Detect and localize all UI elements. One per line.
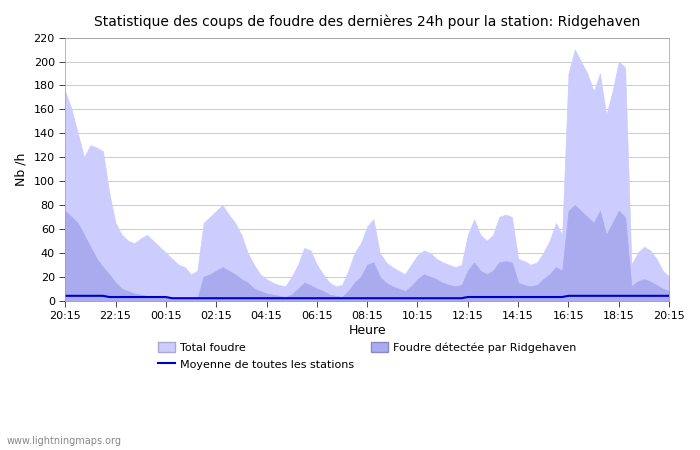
- Y-axis label: Nb /h: Nb /h: [15, 153, 28, 186]
- Legend: Total foudre, Moyenne de toutes les stations, Foudre détectée par Ridgehaven: Total foudre, Moyenne de toutes les stat…: [153, 338, 581, 374]
- X-axis label: Heure: Heure: [349, 324, 386, 337]
- Title: Statistique des coups de foudre des dernières 24h pour la station: Ridgehaven: Statistique des coups de foudre des dern…: [94, 15, 640, 30]
- Text: www.lightningmaps.org: www.lightningmaps.org: [7, 436, 122, 446]
